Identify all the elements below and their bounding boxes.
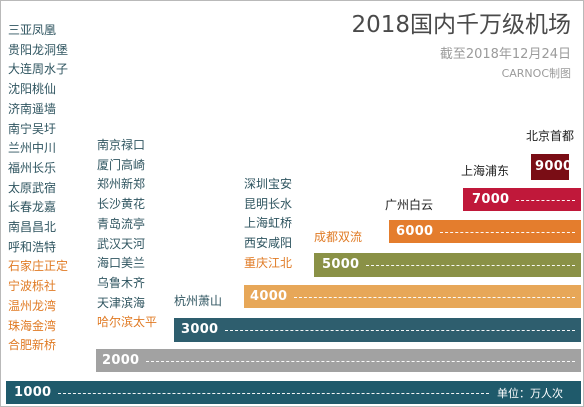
airport-label: 乌鲁木齐 [97,276,146,290]
bar-label-5000: 5000 [322,257,360,272]
airport-label: 沈阳桃仙 [8,82,57,96]
airport-label: 成都双流 [314,230,363,244]
airport-label: 南宁吴圩 [8,122,57,136]
airport-label: 上海浦东 [461,164,510,178]
airport-label: 西安咸阳 [244,236,293,250]
bar-dash-6000 [440,232,575,233]
bar-label-6000: 6000 [396,224,434,239]
bar-label-1000: 1000 [14,385,52,400]
bar-dash-5000 [366,265,575,266]
airport-label: 天津滨海 [97,296,146,310]
airport-label: 昆明长水 [244,197,293,211]
airport-label: 杭州萧山 [174,294,223,308]
airport-label: 珠海金湾 [8,319,57,333]
airport-label: 兰州中川 [8,141,57,155]
airport-label: 呼和浩特 [8,240,57,254]
bar-2000: 2000 [96,349,581,372]
bar-label-7000: 7000 [472,192,510,207]
airport-label: 北京首都 [526,129,575,143]
airport-label: 大连周水子 [8,62,69,76]
chart-credit: CARNOC制图 [501,67,571,80]
bar-4000: 4000 [244,285,581,308]
airport-label: 上海虹桥 [244,216,293,230]
airport-label: 太原武宿 [8,181,57,195]
airport-label: 哈尔滨太平 [97,315,158,329]
airport-label: 长沙黄花 [97,197,146,211]
airport-label: 厦门高崎 [97,158,146,172]
bar-7000: 7000 [463,188,581,211]
bar-3000: 3000 [174,318,581,342]
airport-label: 青岛流亭 [97,217,146,231]
bar-label-3000: 3000 [181,322,219,337]
bar-label-9000: 9000 [535,159,573,174]
airport-label: 济南遥墙 [8,102,57,116]
airport-label: 长春龙嘉 [8,200,57,214]
airport-label: 武汉天河 [97,237,146,251]
airport-label: 福州长乐 [8,161,57,175]
airport-label: 温州龙湾 [8,299,57,313]
airport-label: 合肥新桥 [8,338,57,352]
airport-label: 海口美兰 [97,256,146,270]
bar-dash-2000 [146,361,575,362]
bar-5000: 5000 [314,253,581,277]
airport-label: 重庆江北 [244,256,293,270]
unit-label: 单位：万人次 [497,387,563,400]
bar-label-4000: 4000 [250,289,288,304]
airport-label: 郑州新郑 [97,177,146,191]
airport-label: 南京禄口 [97,138,146,152]
airport-label: 深圳宝安 [244,177,293,191]
bar-6000: 6000 [389,220,581,243]
bar-label-2000: 2000 [102,353,140,368]
bar-dash-1000 [58,393,489,394]
airport-label: 贵阳龙洞堡 [8,43,69,57]
airport-label: 南昌昌北 [8,220,57,234]
airport-label: 石家庄正定 [8,259,69,273]
chart-subtitle: 截至2018年12月24日 [439,47,571,62]
chart-title: 2018国内千万级机场 [351,12,571,38]
airport-label: 三亚凤凰 [8,23,57,37]
bar-1000: 1000 [6,381,581,404]
airport-label: 广州白云 [385,198,434,212]
bar-dash-7000 [516,200,575,201]
bar-dash-3000 [225,330,575,331]
bar-dash-4000 [294,297,575,298]
bar-9000: 9000 [531,154,573,180]
airport-label: 宁波栎社 [8,279,57,293]
